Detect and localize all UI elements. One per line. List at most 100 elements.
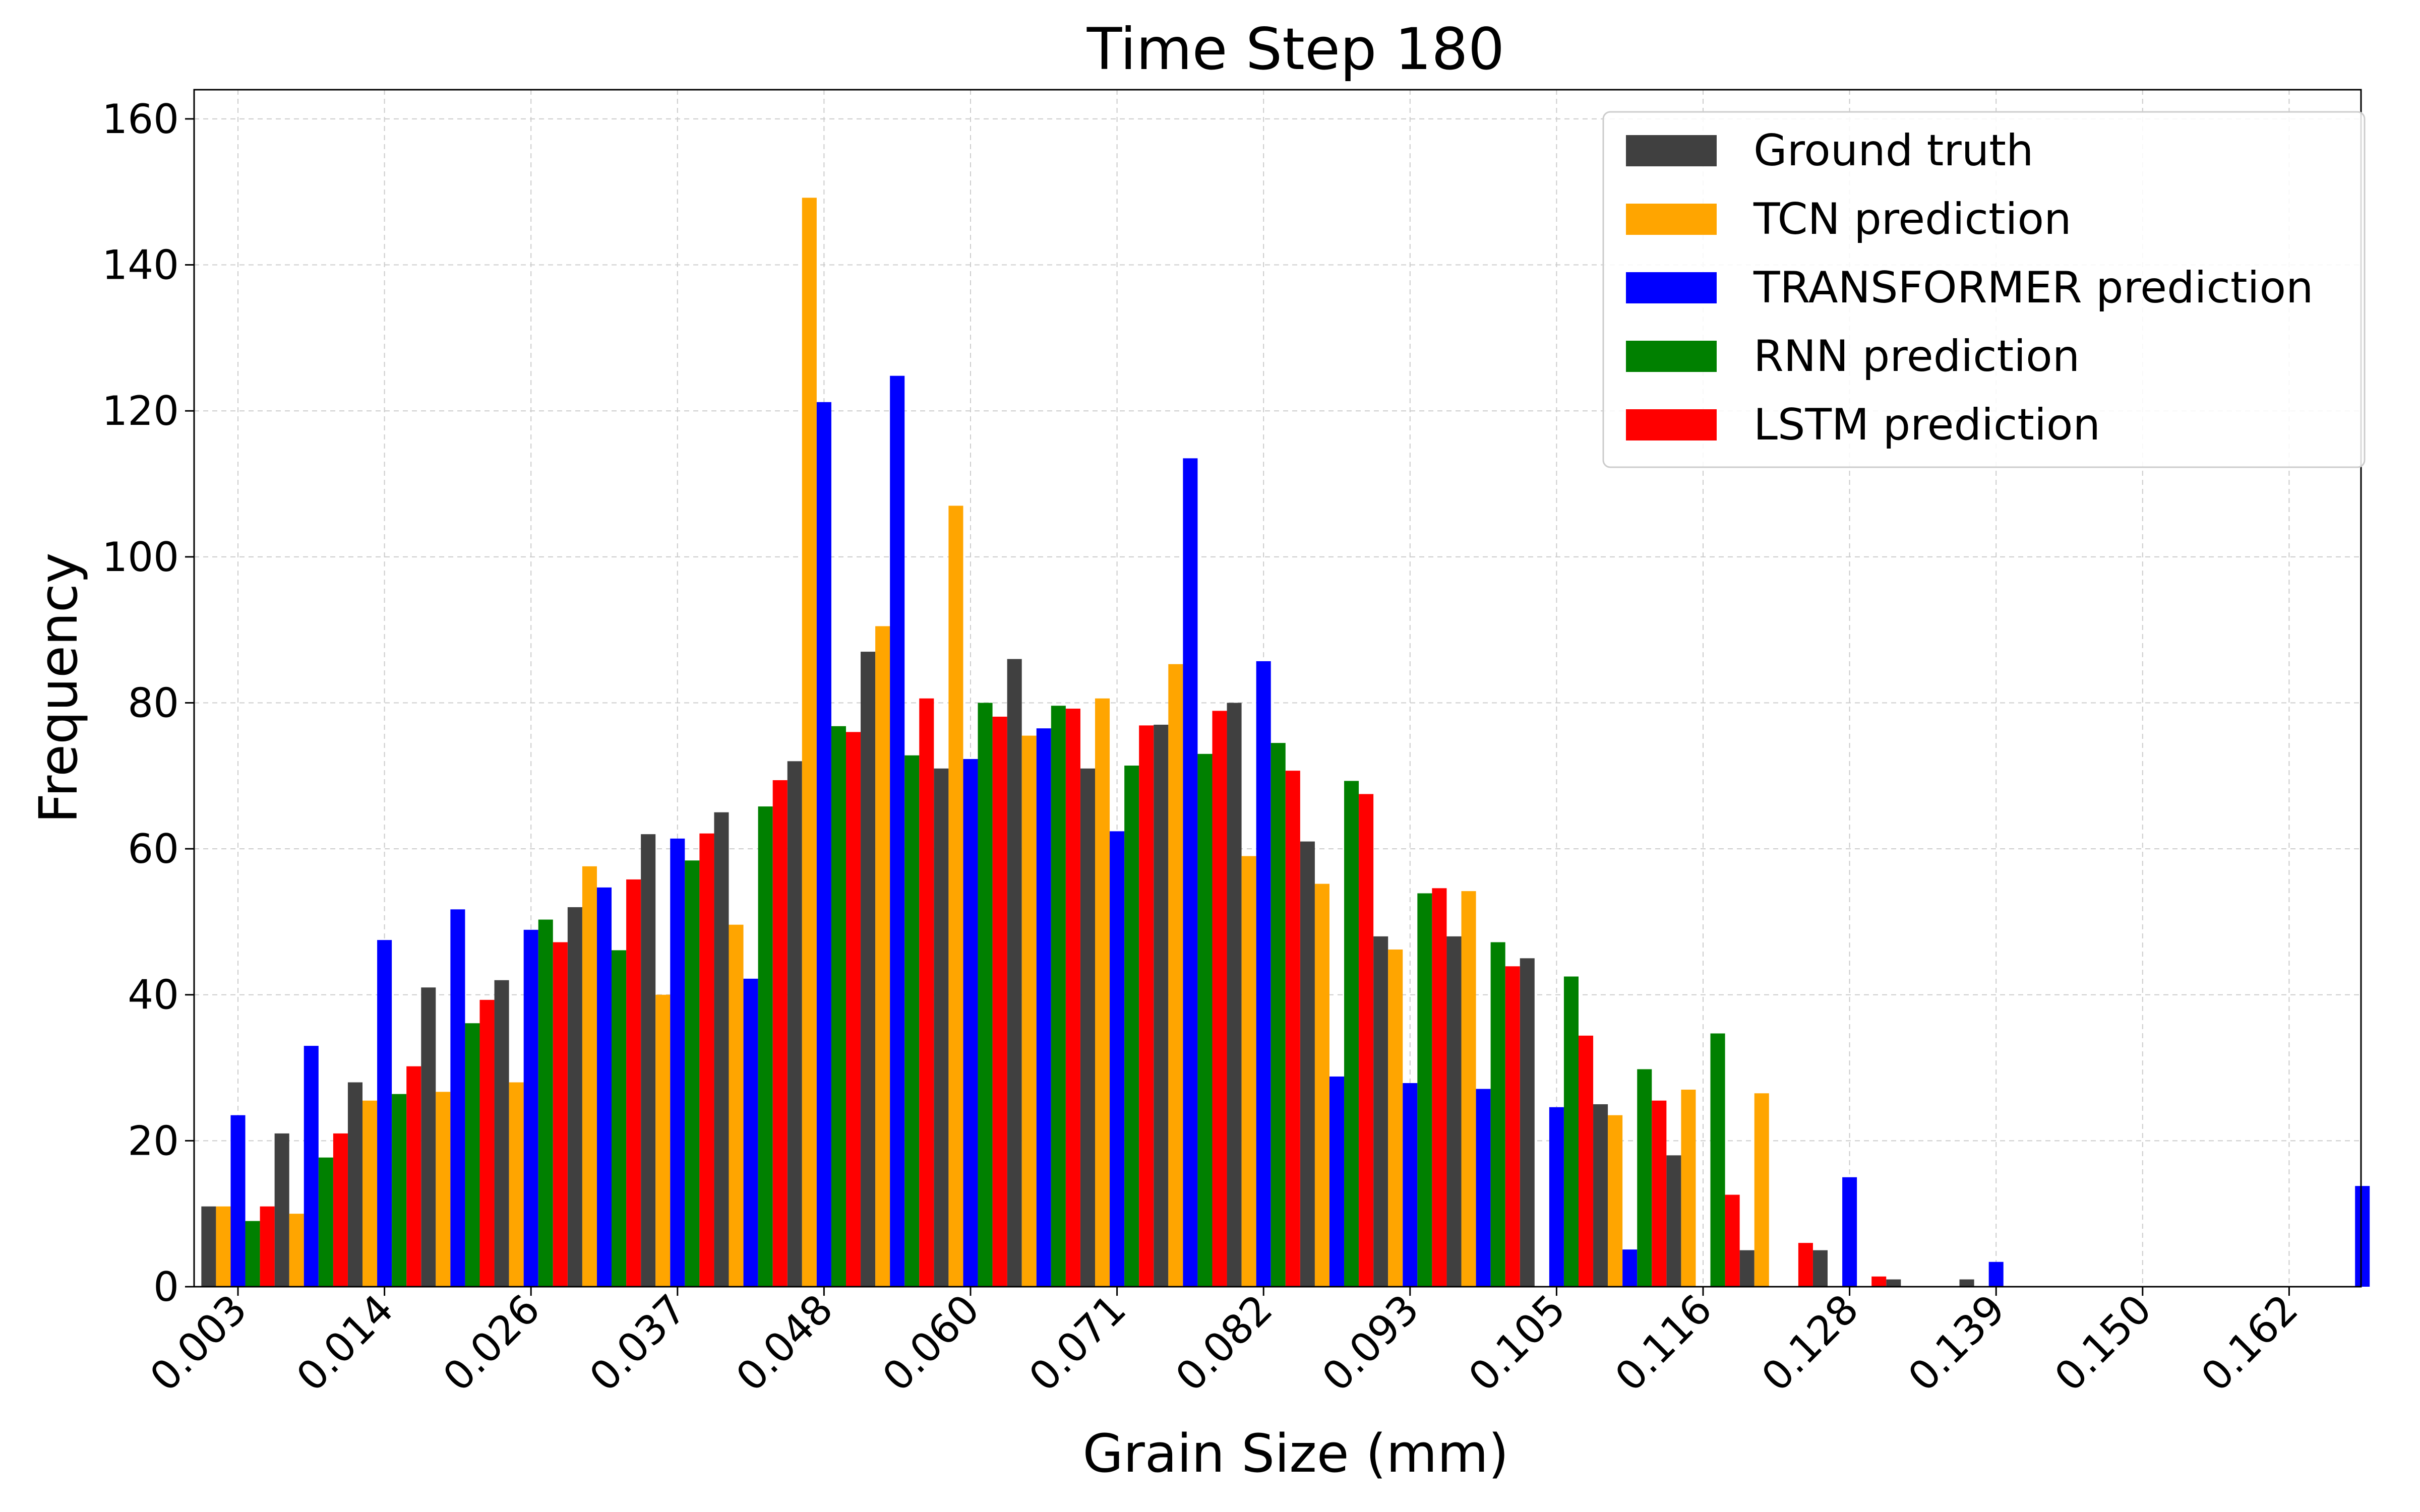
y-axis-label: Frequency	[28, 552, 89, 823]
x-tick-label: 0.048	[727, 1286, 842, 1401]
bar-lstm-prediction	[699, 833, 714, 1287]
bar-ground-truth	[787, 761, 802, 1287]
bar-ground-truth	[861, 652, 876, 1287]
bar-lstm-prediction	[406, 1066, 421, 1287]
bar-lstm-prediction	[1798, 1243, 1813, 1287]
x-tick-label: 0.082	[1167, 1286, 1282, 1401]
bar-ground-truth	[494, 980, 509, 1287]
bar-transformer-prediction	[1549, 1107, 1564, 1287]
bar-rnn-prediction	[245, 1221, 260, 1287]
bar-ground-truth	[567, 907, 582, 1287]
bar-tcn-prediction	[1461, 891, 1476, 1287]
x-tick-label: 0.014	[287, 1286, 402, 1401]
bar-lstm-prediction	[1285, 771, 1300, 1287]
bar-ground-truth	[1520, 958, 1535, 1287]
bar-transformer-prediction	[596, 887, 612, 1287]
bar-transformer-prediction	[1476, 1089, 1491, 1287]
bar-transformer-prediction	[1110, 831, 1125, 1287]
legend-label: LSTM prediction	[1753, 400, 2100, 450]
bar-lstm-prediction	[626, 879, 641, 1287]
bar-rnn-prediction	[1051, 706, 1066, 1287]
bar-transformer-prediction	[1622, 1249, 1638, 1287]
bar-transformer-prediction	[1842, 1177, 1857, 1287]
bar-ground-truth	[1886, 1279, 1901, 1287]
y-tick-label: 100	[102, 534, 179, 581]
bar-tcn-prediction	[1241, 856, 1256, 1287]
y-tick-label: 20	[128, 1117, 179, 1164]
bar-lstm-prediction	[1212, 711, 1227, 1287]
bar-transformer-prediction	[670, 838, 685, 1287]
y-tick-label: 0	[153, 1264, 179, 1310]
bar-lstm-prediction	[919, 698, 934, 1287]
bar-tcn-prediction	[1168, 664, 1183, 1287]
bar-ground-truth	[1739, 1250, 1754, 1287]
x-tick-label: 0.128	[1752, 1286, 1867, 1401]
bar-tcn-prediction	[509, 1082, 524, 1287]
bar-transformer-prediction	[743, 978, 758, 1287]
bar-tcn-prediction	[655, 994, 671, 1287]
bar-transformer-prediction	[2355, 1186, 2370, 1287]
bar-lstm-prediction	[845, 732, 861, 1287]
bar-transformer-prediction	[377, 940, 392, 1287]
x-tick-label: 0.026	[434, 1286, 549, 1401]
bar-rnn-prediction	[904, 755, 920, 1287]
legend-swatch	[1626, 409, 1717, 440]
y-tick-label: 140	[102, 242, 179, 289]
bar-lstm-prediction	[1505, 966, 1520, 1287]
bar-transformer-prediction	[1403, 1083, 1418, 1287]
y-tick-label: 80	[128, 679, 179, 726]
x-tick-label: 0.037	[581, 1286, 696, 1401]
bar-tcn-prediction	[1314, 884, 1329, 1287]
bar-ground-truth	[1959, 1279, 1974, 1287]
bar-rnn-prediction	[1637, 1069, 1652, 1287]
legend-label: TCN prediction	[1753, 194, 2072, 244]
bar-lstm-prediction	[333, 1133, 348, 1287]
chart-title: Time Step 180	[1086, 16, 1505, 83]
bar-lstm-prediction	[260, 1206, 275, 1287]
legend-swatch	[1626, 341, 1717, 372]
bar-transformer-prediction	[523, 929, 538, 1287]
bar-transformer-prediction	[450, 909, 465, 1287]
bar-lstm-prediction	[479, 999, 495, 1287]
bar-tcn-prediction	[1021, 735, 1037, 1287]
legend-swatch	[1626, 204, 1717, 235]
bar-rnn-prediction	[1197, 753, 1213, 1287]
x-tick-label: 0.060	[874, 1286, 989, 1401]
bar-tcn-prediction	[289, 1214, 304, 1287]
bar-ground-truth	[1666, 1155, 1681, 1287]
bar-tcn-prediction	[582, 866, 597, 1287]
bar-tcn-prediction	[1681, 1089, 1696, 1287]
legend-box	[1602, 111, 2366, 468]
bar-rnn-prediction	[978, 703, 993, 1287]
x-tick-label: 0.116	[1606, 1286, 1721, 1401]
bar-ground-truth	[714, 812, 729, 1287]
bar-ground-truth	[1227, 703, 1242, 1287]
y-axis: 0 20 40 60 80 100 120 140 160	[102, 96, 194, 1310]
bar-transformer-prediction	[1256, 661, 1271, 1287]
bar-ground-truth	[1812, 1250, 1828, 1287]
x-axis-label: Grain Size (mm)	[1082, 1423, 1508, 1484]
plot-frame	[193, 89, 2362, 1288]
bar-tcn-prediction	[436, 1092, 451, 1287]
legend-label: Ground truth	[1753, 125, 2033, 176]
bar-ground-truth	[274, 1133, 289, 1287]
x-tick-label: 0.093	[1313, 1286, 1428, 1401]
bar-ground-truth	[1007, 659, 1022, 1287]
bar-lstm-prediction	[1139, 725, 1154, 1287]
y-tick-label: 120	[102, 388, 179, 434]
bar-rnn-prediction	[1124, 766, 1139, 1287]
bar-lstm-prediction	[1652, 1100, 1667, 1287]
bar-lstm-prediction	[1725, 1194, 1740, 1287]
bar-tcn-prediction	[216, 1206, 231, 1287]
bar-tcn-prediction	[1095, 698, 1110, 1287]
x-tick-label: 0.071	[1020, 1286, 1135, 1401]
bar-tcn-prediction	[875, 626, 890, 1287]
bar-rnn-prediction	[318, 1157, 333, 1287]
bar-tcn-prediction	[362, 1100, 378, 1287]
y-tick-label: 160	[102, 96, 179, 143]
bar-transformer-prediction	[816, 402, 831, 1287]
bar-transformer-prediction	[890, 375, 905, 1287]
bar-tcn-prediction	[948, 506, 963, 1287]
bar-tcn-prediction	[729, 924, 744, 1287]
